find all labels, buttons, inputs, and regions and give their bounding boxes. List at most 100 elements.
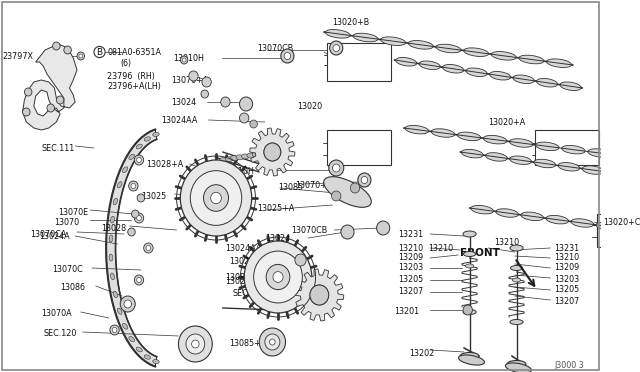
Ellipse shape <box>136 347 142 352</box>
Circle shape <box>239 113 249 123</box>
Text: 13070+A: 13070+A <box>171 76 208 84</box>
Text: 13024A: 13024A <box>229 257 260 266</box>
Circle shape <box>204 185 228 211</box>
Text: 13070C: 13070C <box>52 266 83 275</box>
Circle shape <box>112 327 117 333</box>
Text: 13024: 13024 <box>171 97 196 106</box>
Ellipse shape <box>458 132 481 141</box>
Circle shape <box>329 160 344 176</box>
Ellipse shape <box>225 157 233 161</box>
Ellipse shape <box>471 205 493 214</box>
Ellipse shape <box>614 152 637 161</box>
Circle shape <box>310 285 329 305</box>
Circle shape <box>134 275 144 285</box>
Circle shape <box>253 251 302 303</box>
Text: 23796+A(LH): 23796+A(LH) <box>107 81 161 90</box>
Circle shape <box>250 120 257 128</box>
Text: 13020+C: 13020+C <box>603 218 640 227</box>
Text: 13201: 13201 <box>394 308 420 317</box>
Ellipse shape <box>513 75 534 83</box>
Ellipse shape <box>325 29 350 38</box>
Ellipse shape <box>547 59 572 67</box>
Ellipse shape <box>269 150 276 154</box>
Ellipse shape <box>381 37 406 45</box>
Text: 13070: 13070 <box>54 218 79 227</box>
Ellipse shape <box>117 308 122 314</box>
Text: 13024: 13024 <box>265 234 290 243</box>
Circle shape <box>361 176 368 183</box>
Text: 13024A: 13024A <box>40 231 70 241</box>
Ellipse shape <box>463 251 476 257</box>
Circle shape <box>269 339 275 345</box>
Text: 13024AA: 13024AA <box>161 115 198 125</box>
Ellipse shape <box>463 231 476 237</box>
Circle shape <box>128 228 135 236</box>
Ellipse shape <box>396 58 417 66</box>
Ellipse shape <box>247 153 255 158</box>
Text: 13210: 13210 <box>554 253 579 263</box>
Ellipse shape <box>111 273 115 280</box>
Text: B: B <box>97 48 102 57</box>
Circle shape <box>77 52 84 60</box>
Circle shape <box>64 46 72 54</box>
Ellipse shape <box>507 360 526 368</box>
Ellipse shape <box>408 41 433 49</box>
Ellipse shape <box>509 139 533 147</box>
Circle shape <box>265 334 280 350</box>
Text: 13070CB: 13070CB <box>257 44 294 52</box>
Text: 13010H: 13010H <box>223 167 254 176</box>
Ellipse shape <box>571 219 593 227</box>
Polygon shape <box>295 269 344 321</box>
Circle shape <box>332 191 341 201</box>
Text: 13203: 13203 <box>554 276 579 285</box>
Circle shape <box>137 278 141 282</box>
Text: 13207: 13207 <box>554 298 579 307</box>
Circle shape <box>202 77 211 87</box>
Ellipse shape <box>463 48 488 57</box>
Bar <box>327 43 390 81</box>
Circle shape <box>124 300 131 308</box>
Ellipse shape <box>466 68 487 77</box>
Ellipse shape <box>558 163 580 171</box>
Ellipse shape <box>109 254 113 261</box>
Circle shape <box>131 210 139 218</box>
Text: 13202: 13202 <box>410 350 435 359</box>
Ellipse shape <box>144 355 150 359</box>
Ellipse shape <box>465 264 474 268</box>
Text: 23797X: 23797X <box>2 51 33 61</box>
Ellipse shape <box>220 157 227 163</box>
Ellipse shape <box>560 82 581 90</box>
Text: 13205: 13205 <box>554 285 579 295</box>
Text: 13070CA: 13070CA <box>30 230 67 238</box>
Bar <box>597 214 640 247</box>
Circle shape <box>137 194 145 202</box>
Ellipse shape <box>113 291 118 298</box>
Ellipse shape <box>236 155 244 160</box>
Text: 13020+A: 13020+A <box>488 118 525 126</box>
Ellipse shape <box>252 152 260 157</box>
Ellipse shape <box>486 153 508 161</box>
Text: SEC.210: SEC.210 <box>233 289 266 298</box>
Circle shape <box>310 285 329 305</box>
Bar <box>327 130 390 165</box>
Ellipse shape <box>153 359 159 364</box>
Circle shape <box>281 49 294 63</box>
Text: 23796  (RH): 23796 (RH) <box>107 71 155 80</box>
Ellipse shape <box>509 156 531 164</box>
Text: 13210: 13210 <box>494 237 519 247</box>
Text: 13205: 13205 <box>398 276 424 285</box>
Text: 13085+A: 13085+A <box>225 273 262 282</box>
Circle shape <box>376 221 390 235</box>
Circle shape <box>330 41 343 55</box>
Text: 13203: 13203 <box>398 263 423 273</box>
Text: FRONT: FRONT <box>460 248 500 258</box>
Circle shape <box>221 97 230 107</box>
Text: 13025: 13025 <box>141 192 166 201</box>
Circle shape <box>134 213 144 223</box>
Ellipse shape <box>443 64 464 73</box>
Ellipse shape <box>621 225 640 234</box>
Circle shape <box>201 90 209 98</box>
Ellipse shape <box>483 135 507 144</box>
Circle shape <box>56 96 64 104</box>
Circle shape <box>146 246 151 250</box>
